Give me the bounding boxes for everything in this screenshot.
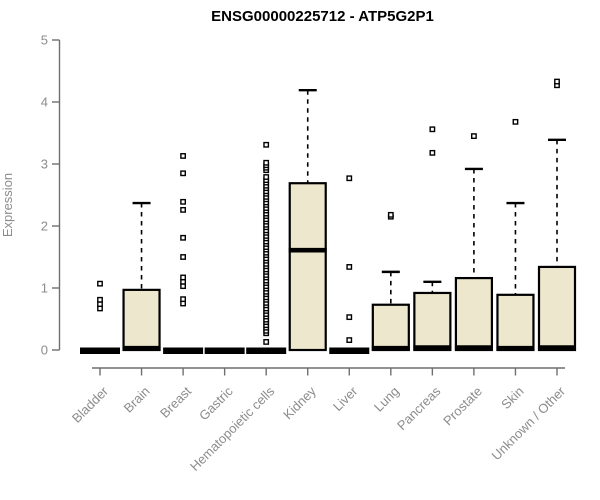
outlier-point bbox=[346, 264, 353, 270]
outlier-point bbox=[263, 339, 270, 345]
outlier-point bbox=[180, 153, 186, 159]
outlier-point bbox=[180, 296, 186, 303]
y-tick-label: 2 bbox=[41, 219, 48, 234]
box-skin bbox=[496, 293, 535, 352]
outlier-point bbox=[554, 78, 560, 85]
x-tick-label-gastric: Gastric bbox=[196, 383, 236, 423]
y-tick-label: 3 bbox=[41, 157, 48, 172]
outlier-point bbox=[346, 175, 353, 182]
outlier-point bbox=[180, 274, 186, 281]
outlier-point bbox=[263, 141, 270, 148]
box-brain bbox=[122, 288, 161, 352]
outlier-point bbox=[180, 254, 186, 260]
x-tick-label-lung: Lung bbox=[371, 384, 402, 415]
y-tick-label: 5 bbox=[41, 33, 48, 48]
box-prostate bbox=[454, 276, 494, 352]
y-tick-label: 4 bbox=[41, 95, 48, 110]
x-tick-label-brain: Brain bbox=[121, 384, 153, 416]
y-tick-label: 0 bbox=[41, 343, 48, 358]
y-tick-label: 1 bbox=[41, 281, 48, 296]
x-tick-label-kidney: Kidney bbox=[280, 383, 319, 422]
x-tick-label-breast: Breast bbox=[157, 383, 194, 420]
x-tick-label-prostate: Prostate bbox=[440, 384, 485, 429]
box-pancreas bbox=[413, 291, 452, 352]
x-tick-label-pancreas: Pancreas bbox=[394, 383, 444, 433]
outlier-point bbox=[346, 314, 353, 321]
x-tick-label-skin: Skin bbox=[498, 384, 526, 412]
chart-title: ENSG00000225712 - ATP5G2P1 bbox=[211, 8, 434, 25]
outlier-point bbox=[263, 174, 270, 180]
outlier-point bbox=[512, 118, 519, 125]
outlier-point bbox=[387, 211, 394, 218]
outlier-point bbox=[263, 159, 270, 166]
outlier-point bbox=[180, 234, 186, 241]
outlier-point bbox=[180, 170, 186, 177]
x-tick-label-bladder: Bladder bbox=[69, 383, 112, 426]
outlier-point bbox=[97, 280, 103, 287]
outlier-point bbox=[429, 149, 436, 156]
outlier-point bbox=[180, 198, 186, 205]
outlier-point bbox=[97, 296, 103, 303]
x-tick-label-unknown-other: Unknown / Other bbox=[489, 383, 569, 463]
outlier-point bbox=[346, 337, 353, 343]
box-lung bbox=[371, 303, 410, 352]
outlier-point bbox=[180, 206, 186, 213]
outlier-point bbox=[429, 126, 436, 133]
x-tick-label-liver: Liver bbox=[330, 383, 361, 414]
box-unknown-other bbox=[537, 265, 577, 352]
outlier-point bbox=[471, 133, 477, 139]
box-kidney bbox=[288, 182, 327, 352]
